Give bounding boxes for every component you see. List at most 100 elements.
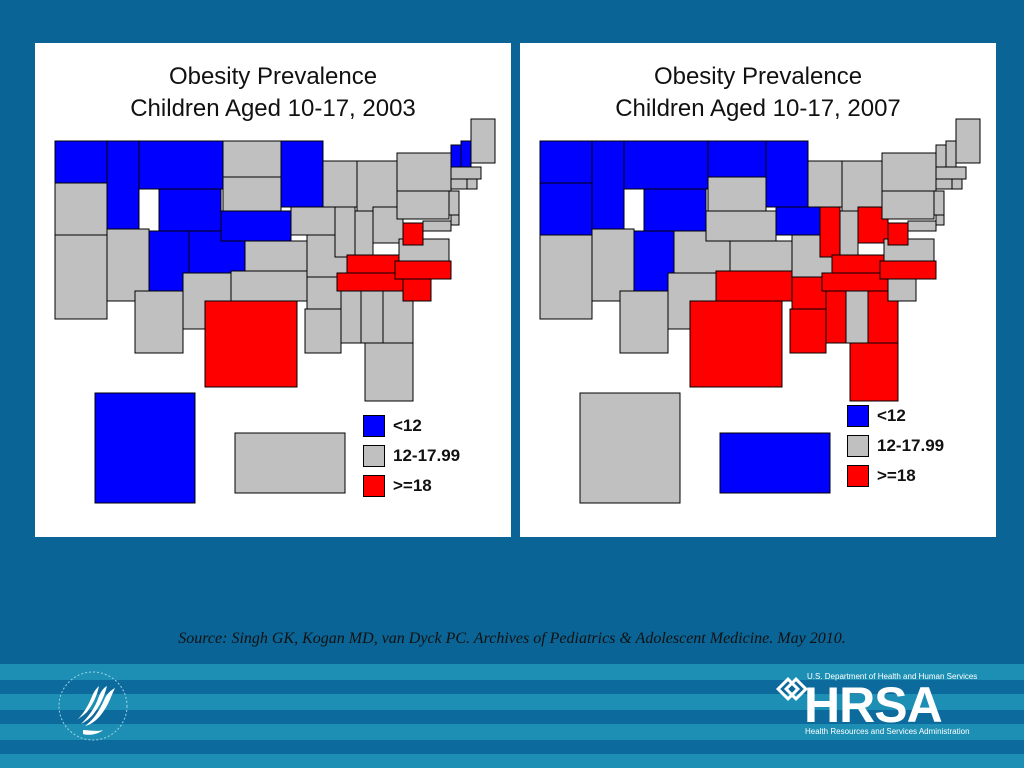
state-ok <box>230 270 308 302</box>
state-md <box>422 220 452 232</box>
title-line-1: Obesity Prevalence <box>653 63 863 90</box>
legend-swatch-mid <box>363 445 385 467</box>
state-ia <box>775 206 821 236</box>
state-ia <box>290 206 336 236</box>
state-de <box>450 214 460 226</box>
legend-item-low: <12 <box>363 411 460 441</box>
state-ct <box>935 178 953 190</box>
state-ny <box>881 152 937 192</box>
hrsa-knot-icon <box>775 676 809 702</box>
us-map-2003 <box>54 118 496 504</box>
state-nj <box>448 190 460 216</box>
map-title-2003: Obesity Prevalence Children Aged 10-17, … <box>35 61 511 125</box>
state-ct <box>450 178 468 190</box>
state-id <box>106 140 140 230</box>
state-nh <box>460 140 472 168</box>
state-ny <box>396 152 452 192</box>
state-ks <box>729 240 793 272</box>
state-ga <box>867 290 899 344</box>
state-wv <box>887 222 909 246</box>
state-nv <box>591 228 635 302</box>
state-la <box>304 308 342 354</box>
state-ky <box>346 254 400 274</box>
state-nv <box>106 228 150 302</box>
state-id <box>591 140 625 230</box>
state-wi <box>807 160 843 208</box>
title-line-2: Children Aged 10-17, 2003 <box>130 95 416 122</box>
state-pa <box>881 190 935 220</box>
legend-label-high: >=18 <box>393 476 432 495</box>
state-ri <box>466 178 478 190</box>
state-ma <box>935 166 967 180</box>
state-in <box>839 210 859 256</box>
state-md <box>907 220 937 232</box>
legend-label-mid: 12-17.99 <box>393 446 461 465</box>
state-or <box>54 182 108 236</box>
state-ut <box>633 230 675 292</box>
hrsa-department-text: U.S. Department of Health and Human Serv… <box>807 672 978 681</box>
state-tn <box>821 272 889 292</box>
state-wy <box>158 188 222 232</box>
state-la <box>789 308 827 354</box>
state-mt <box>623 140 709 190</box>
state-sc <box>402 278 432 302</box>
source-citation: Source: Singh GK, Kogan MD, van Dyck PC.… <box>178 630 846 647</box>
state-mi <box>356 160 398 212</box>
state-me <box>470 118 496 164</box>
state-wi <box>322 160 358 208</box>
state-me <box>955 118 981 164</box>
map-panel-2003: Obesity Prevalence Children Aged 10-17, … <box>35 43 511 537</box>
state-fl <box>364 342 414 402</box>
state-ks <box>244 240 308 272</box>
state-nh <box>945 140 957 168</box>
footer-stripes <box>0 664 1024 768</box>
legend-item-mid: 12-17.99 <box>363 441 460 471</box>
state-tx <box>689 300 783 388</box>
title-line-1: Obesity Prevalence <box>168 63 378 90</box>
state-nc <box>879 260 937 280</box>
state-mt <box>138 140 224 190</box>
us-map-2007 <box>539 118 981 504</box>
state-tn <box>336 272 404 292</box>
legend-label-low: <12 <box>877 406 906 425</box>
state-ms <box>340 290 362 344</box>
state-ut <box>148 230 190 292</box>
state-al <box>845 290 869 344</box>
state-tx <box>204 300 298 388</box>
map-title-2007: Obesity Prevalence Children Aged 10-17, … <box>520 61 996 125</box>
legend-swatch-mid <box>847 435 869 457</box>
state-nd <box>222 140 282 178</box>
state-ak <box>94 392 196 504</box>
state-nd <box>707 140 767 178</box>
state-fl <box>849 342 899 402</box>
state-vt <box>935 144 947 168</box>
state-in <box>354 210 374 256</box>
hrsa-wordmark: HRSA <box>804 677 943 733</box>
state-hi <box>234 432 346 494</box>
state-ri <box>951 178 963 190</box>
map-legend-2007: <12 12-17.99 >=18 <box>847 401 944 491</box>
state-ak <box>579 392 681 504</box>
legend-item-mid: 12-17.99 <box>847 431 944 461</box>
state-ne <box>220 210 292 242</box>
state-sc <box>887 278 917 302</box>
legend-swatch-low <box>847 405 869 427</box>
state-nj <box>933 190 945 216</box>
state-mi <box>841 160 883 212</box>
state-mn <box>280 140 324 208</box>
state-az <box>134 290 184 354</box>
state-hi <box>719 432 831 494</box>
state-nc <box>394 260 452 280</box>
legend-label-mid: 12-17.99 <box>877 436 945 455</box>
legend-label-low: <12 <box>393 416 422 435</box>
state-ne <box>705 210 777 242</box>
state-ma <box>450 166 482 180</box>
state-wa <box>54 140 108 184</box>
state-vt <box>450 144 462 168</box>
legend-item-low: <12 <box>847 401 944 431</box>
state-wa <box>539 140 593 184</box>
title-line-2: Children Aged 10-17, 2007 <box>615 95 901 122</box>
state-wv <box>402 222 424 246</box>
state-sd <box>222 176 282 212</box>
legend-swatch-high <box>847 465 869 487</box>
